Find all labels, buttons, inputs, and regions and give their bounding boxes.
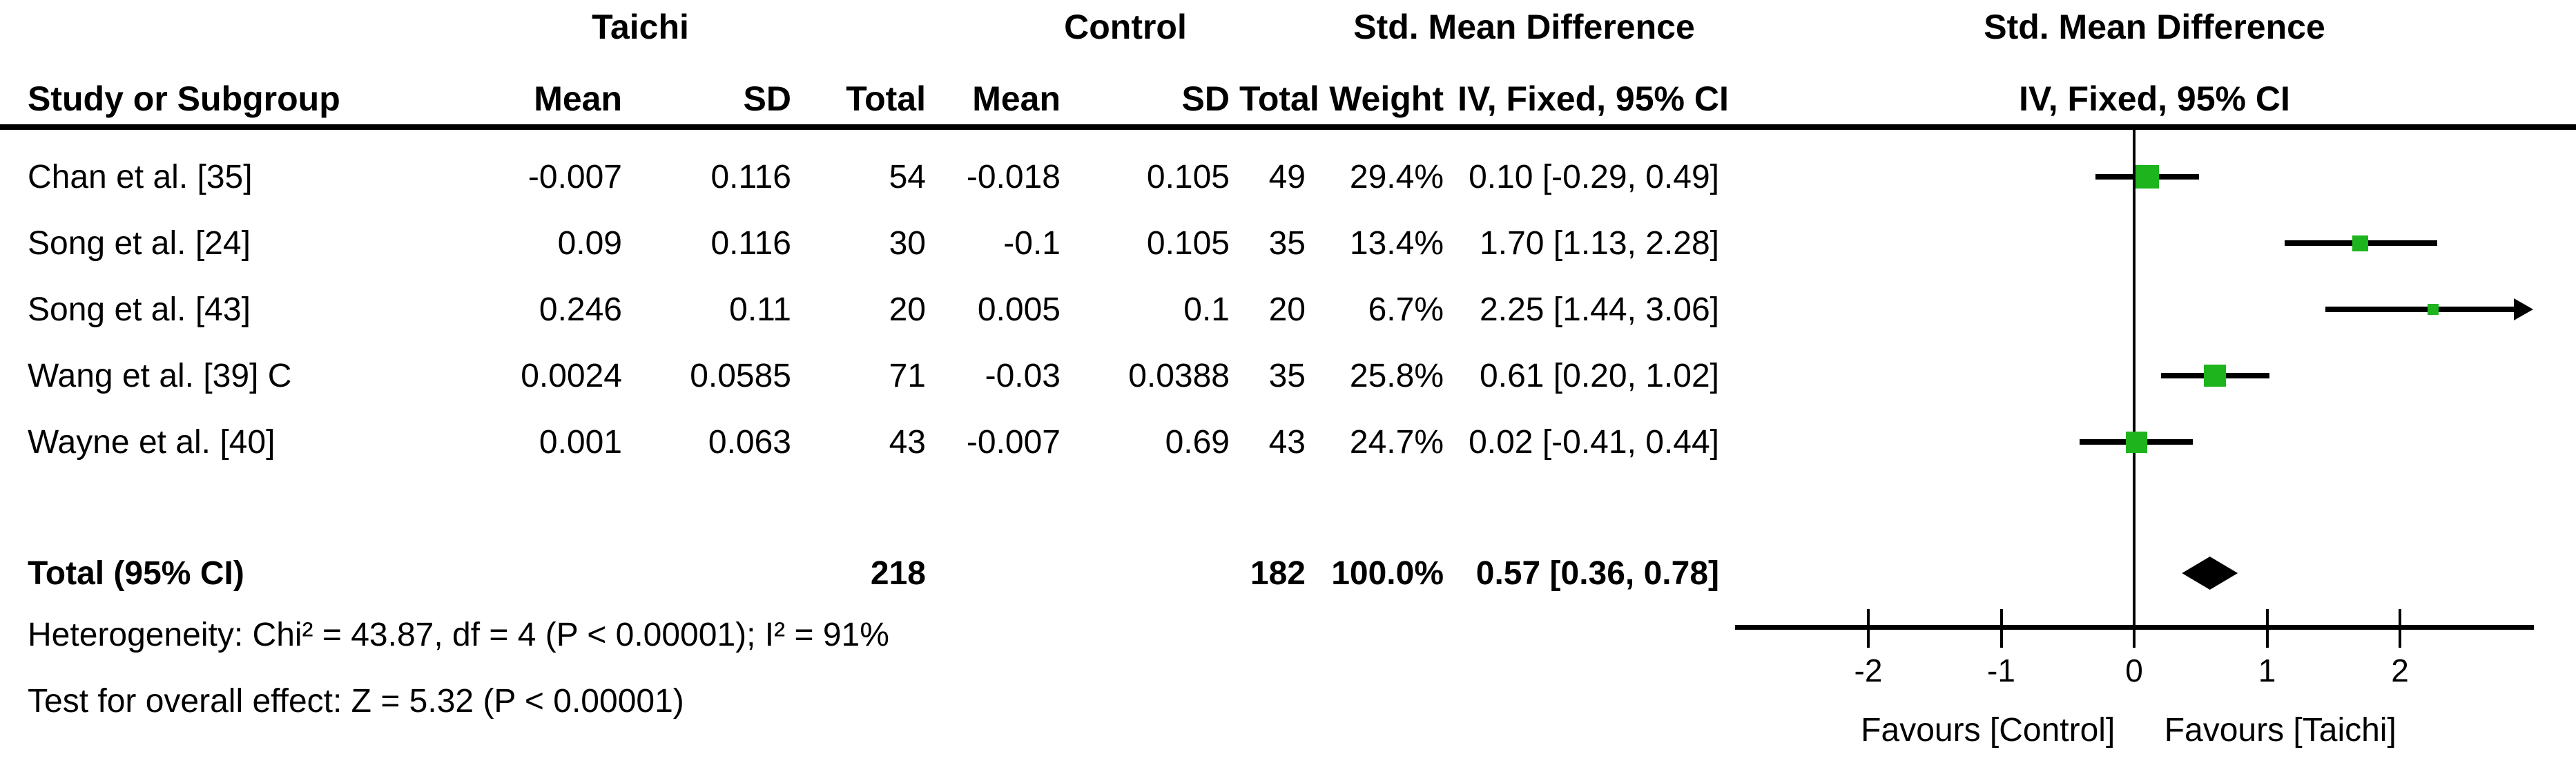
group-header-row: Taichi Control Std. Mean Difference Std.…: [0, 4, 2576, 50]
header-underline: [0, 124, 2576, 130]
mean-taichi-cell: 0.0024: [521, 357, 622, 394]
table-row: Wayne et al. [40] 0.001 0.063 43 -0.007 …: [0, 409, 2576, 475]
weight-cell: 13.4%: [1349, 224, 1444, 262]
mean-control-cell: -0.03: [985, 357, 1061, 394]
ci-text-cell: 0.61 [0.20, 1.02]: [1480, 357, 1719, 394]
total-taichi-n: 218: [870, 555, 926, 592]
axis-tick: [1867, 609, 1870, 648]
effect-square: [2352, 235, 2368, 251]
group-header-smd-text: Std. Mean Difference: [1353, 8, 1695, 46]
sd-taichi-cell: 0.0585: [690, 357, 791, 394]
axis-tick-label: 0: [2125, 653, 2143, 688]
overall-effect-text: Test for overall effect: Z = 5.32 (P < 0…: [28, 683, 684, 720]
weight-cell: 29.4%: [1349, 158, 1444, 195]
col-header-weight: Weight: [1329, 79, 1444, 118]
study-label: Wang et al. [39] C: [28, 357, 292, 394]
total-taichi-cell: 71: [889, 357, 926, 394]
sd-taichi-cell: 0.063: [708, 423, 791, 461]
study-label: Song et al. [43]: [28, 291, 251, 328]
sd-control-cell: 0.105: [1146, 224, 1230, 262]
sd-control-cell: 0.0388: [1128, 357, 1230, 394]
col-header-total-control: Total: [1239, 79, 1319, 118]
total-taichi-cell: 30: [889, 224, 926, 262]
total-taichi-cell: 20: [889, 291, 926, 328]
mean-control-cell: -0.007: [966, 423, 1061, 461]
axis-tick-label: -1: [1987, 653, 2015, 688]
col-header-ci-plot: IV, Fixed, 95% CI: [2019, 79, 2290, 118]
favours-control-label: Favours [Control]: [1861, 712, 2115, 749]
axis-tick: [1999, 609, 2003, 648]
col-header-mean-taichi: Mean: [534, 79, 622, 118]
weight-cell: 24.7%: [1349, 423, 1444, 461]
sd-taichi-cell: 0.11: [729, 291, 791, 328]
effect-square: [2204, 365, 2227, 387]
total-taichi-cell: 54: [889, 158, 926, 195]
total-control-cell: 20: [1268, 291, 1306, 328]
total-control-cell: 49: [1268, 158, 1306, 195]
axis-tick: [2265, 609, 2269, 648]
ci-text-cell: 1.70 [1.13, 2.28]: [1480, 224, 1719, 262]
weight-cell: 6.7%: [1368, 291, 1444, 328]
total-control-n: 182: [1250, 555, 1306, 592]
group-header-control: Control: [1064, 8, 1187, 46]
total-weight: 100.0%: [1331, 555, 1444, 592]
study-label: Wayne et al. [40]: [28, 423, 275, 461]
forest-plot-area: -2 -1 0 1 2 Favours [Control] Favours [Taichi]: [1733, 0, 2576, 781]
favours-taichi-label: Favours [Taichi]: [2164, 712, 2396, 749]
effect-square: [2136, 165, 2160, 189]
study-label: Chan et al. [35]: [28, 158, 253, 195]
total-row: Total (95% CI) 218 182 100.0% 0.57 [0.36…: [0, 540, 2576, 606]
effect-square: [2428, 304, 2439, 315]
ci-arrow-right-icon: [2513, 298, 2533, 320]
col-header-total-taichi: Total: [846, 79, 926, 118]
mean-control-cell: 0.005: [977, 291, 1061, 328]
mean-taichi-cell: 0.001: [539, 423, 622, 461]
sd-taichi-cell: 0.116: [710, 224, 791, 262]
effect-square: [2126, 431, 2148, 453]
table-row: Song et al. [24] 0.09 0.116 30 -0.1 0.10…: [0, 210, 2576, 276]
total-ci-text: 0.57 [0.36, 0.78]: [1475, 555, 1719, 592]
axis-tick: [2399, 609, 2401, 648]
mean-control-cell: -0.018: [966, 158, 1061, 195]
table-row: Wang et al. [39] C 0.0024 0.0585 71 -0.0…: [0, 343, 2576, 409]
sd-taichi-cell: 0.116: [710, 158, 791, 195]
col-header-mean-control: Mean: [972, 79, 1061, 118]
axis-tick: [2133, 609, 2136, 648]
table-row: Song et al. [43] 0.246 0.11 20 0.005 0.1…: [0, 276, 2576, 343]
group-header-smd-plot: Std. Mean Difference: [1984, 8, 2325, 46]
sd-control-cell: 0.1: [1183, 291, 1230, 328]
total-label: Total (95% CI): [28, 555, 244, 592]
axis-tick-label: -2: [1854, 653, 1883, 688]
group-header-taichi: Taichi: [592, 8, 689, 46]
table-row: Chan et al. [35] -0.007 0.116 54 -0.018 …: [0, 144, 2576, 210]
sd-control-cell: 0.69: [1165, 423, 1230, 461]
study-label: Song et al. [24]: [28, 224, 251, 262]
ci-text-cell: 2.25 [1.44, 3.06]: [1480, 291, 1719, 328]
heterogeneity-text: Heterogeneity: Chi² = 43.87, df = 4 (P <…: [28, 617, 889, 653]
axis-tick-label: 1: [2258, 653, 2276, 688]
axis-tick-label: 2: [2391, 653, 2409, 688]
mean-taichi-cell: 0.09: [557, 224, 622, 262]
col-header-study: Study or Subgroup: [28, 79, 340, 118]
ci-line: [2325, 307, 2517, 312]
total-control-cell: 43: [1268, 423, 1306, 461]
col-header-sd-control: SD: [1181, 79, 1230, 118]
col-header-ci-text: IV, Fixed, 95% CI: [1458, 79, 1729, 118]
ci-text-cell: 0.10 [-0.29, 0.49]: [1469, 158, 1719, 195]
mean-taichi-cell: -0.007: [527, 158, 622, 195]
col-header-sd-taichi: SD: [743, 79, 791, 118]
summary-diamond: [2182, 557, 2238, 590]
zero-line: [2133, 130, 2136, 627]
total-control-cell: 35: [1268, 357, 1306, 394]
weight-cell: 25.8%: [1349, 357, 1444, 394]
mean-taichi-cell: 0.246: [539, 291, 622, 328]
ci-text-cell: 0.02 [-0.41, 0.44]: [1469, 423, 1719, 461]
sd-control-cell: 0.105: [1146, 158, 1230, 195]
column-header-row: Study or Subgroup Mean SD Total Mean SD …: [0, 58, 2576, 119]
total-taichi-cell: 43: [889, 423, 926, 461]
mean-control-cell: -0.1: [1003, 224, 1061, 262]
total-control-cell: 35: [1268, 224, 1306, 262]
